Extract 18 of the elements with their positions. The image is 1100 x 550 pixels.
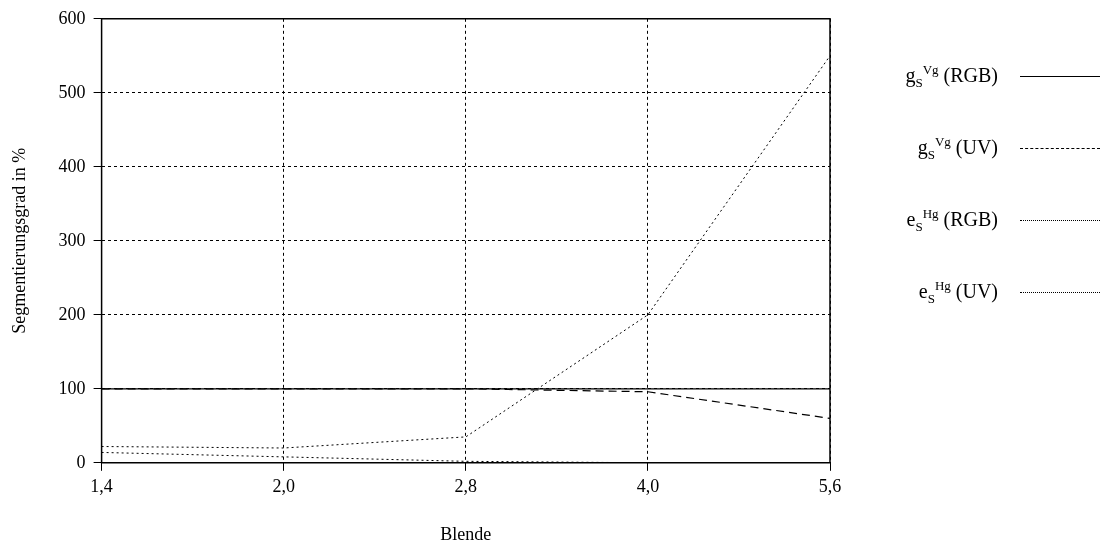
x-tick-label: 2,0: [272, 476, 295, 497]
x-tick-label: 1,4: [90, 476, 113, 497]
y-tick-label: 300: [58, 229, 86, 250]
y-tick-label: 600: [58, 7, 86, 28]
y-tick-label: 500: [58, 81, 86, 102]
legend-label: g$_{S}$$^{Vg}$ (UV): [917, 133, 998, 163]
x-tick-label: 4,0: [636, 476, 660, 497]
y-axis-title: Segmentierungsgrad in %: [8, 147, 29, 334]
legend-label: e$_{S}$$^{Hg}$ (UV): [918, 277, 998, 307]
x-tick-label: 2,8: [454, 476, 478, 497]
y-tick-label: 0: [76, 451, 86, 472]
x-tick-label: 5,6: [818, 476, 842, 497]
legend-label: e$_{S}$$^{Hg}$ (RGB): [906, 205, 998, 235]
y-tick-label: 400: [58, 155, 86, 176]
y-tick-label: 200: [58, 303, 86, 324]
x-axis-title: Blende: [440, 523, 492, 544]
legend-label: g$_{S}$$^{Vg}$ (RGB): [905, 61, 998, 91]
y-tick-label: 100: [58, 377, 86, 398]
